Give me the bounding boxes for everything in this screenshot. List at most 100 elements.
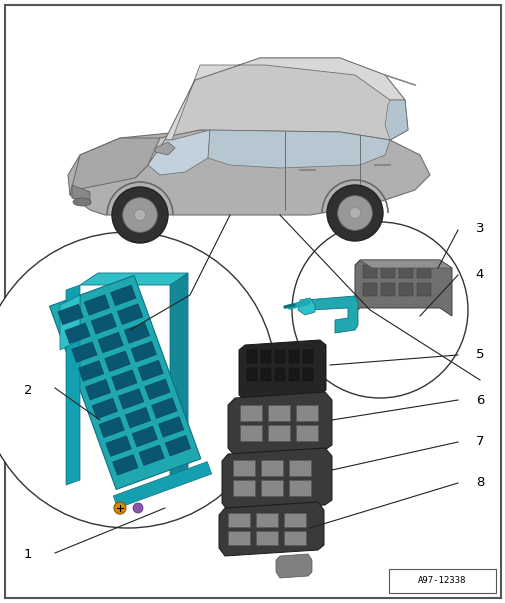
- Bar: [232, 480, 255, 496]
- Bar: [261, 480, 282, 496]
- Polygon shape: [135, 58, 407, 178]
- Polygon shape: [158, 417, 183, 437]
- Polygon shape: [170, 273, 188, 480]
- Bar: [295, 425, 317, 441]
- Polygon shape: [275, 554, 312, 578]
- Bar: [261, 460, 282, 476]
- Polygon shape: [92, 398, 117, 419]
- Polygon shape: [66, 285, 80, 485]
- Bar: [302, 350, 313, 363]
- Polygon shape: [97, 332, 123, 353]
- Bar: [302, 368, 313, 381]
- Bar: [268, 425, 289, 441]
- Bar: [283, 513, 306, 527]
- Polygon shape: [222, 448, 331, 511]
- Polygon shape: [113, 462, 211, 508]
- Circle shape: [133, 503, 143, 513]
- Polygon shape: [112, 370, 137, 391]
- Bar: [416, 283, 430, 296]
- Bar: [380, 283, 394, 296]
- Text: 1: 1: [24, 549, 32, 561]
- Polygon shape: [131, 341, 156, 362]
- Bar: [239, 405, 262, 421]
- Circle shape: [349, 207, 360, 219]
- Bar: [274, 368, 284, 381]
- Polygon shape: [58, 304, 83, 325]
- Polygon shape: [219, 502, 323, 556]
- Polygon shape: [80, 273, 188, 285]
- Polygon shape: [68, 130, 429, 215]
- Circle shape: [112, 187, 168, 243]
- Bar: [288, 368, 298, 381]
- Polygon shape: [355, 260, 451, 316]
- Bar: [246, 350, 257, 363]
- Circle shape: [114, 502, 126, 514]
- Polygon shape: [144, 379, 170, 400]
- Polygon shape: [165, 58, 404, 140]
- Bar: [228, 531, 249, 545]
- Bar: [261, 368, 271, 381]
- Polygon shape: [208, 130, 389, 168]
- Bar: [288, 460, 311, 476]
- Polygon shape: [139, 445, 164, 466]
- Polygon shape: [359, 260, 451, 268]
- Text: 7: 7: [475, 435, 483, 449]
- Polygon shape: [238, 340, 325, 400]
- Polygon shape: [117, 304, 142, 324]
- Bar: [246, 368, 257, 381]
- FancyBboxPatch shape: [388, 569, 495, 593]
- Polygon shape: [118, 388, 143, 409]
- Polygon shape: [84, 295, 110, 315]
- Polygon shape: [132, 426, 157, 447]
- Polygon shape: [99, 417, 124, 438]
- Bar: [288, 350, 298, 363]
- Bar: [228, 513, 249, 527]
- Bar: [239, 425, 262, 441]
- Polygon shape: [125, 408, 150, 428]
- Bar: [274, 350, 284, 363]
- Polygon shape: [297, 298, 315, 315]
- Polygon shape: [60, 295, 80, 350]
- Polygon shape: [138, 360, 163, 381]
- Circle shape: [291, 222, 467, 398]
- Bar: [256, 531, 277, 545]
- Polygon shape: [72, 185, 90, 205]
- Polygon shape: [91, 314, 116, 334]
- Polygon shape: [110, 285, 136, 306]
- Polygon shape: [152, 398, 177, 418]
- Circle shape: [122, 198, 157, 232]
- Bar: [261, 350, 271, 363]
- Bar: [256, 513, 277, 527]
- Polygon shape: [70, 138, 160, 195]
- Text: 8: 8: [475, 476, 483, 490]
- Circle shape: [0, 232, 275, 528]
- Bar: [283, 531, 306, 545]
- Polygon shape: [228, 392, 331, 456]
- Polygon shape: [147, 130, 210, 175]
- Circle shape: [337, 195, 372, 230]
- Bar: [268, 405, 289, 421]
- Text: A97-12338: A97-12338: [417, 576, 465, 586]
- Text: 6: 6: [475, 394, 483, 406]
- Bar: [380, 265, 394, 278]
- Text: 3: 3: [475, 221, 483, 235]
- Bar: [362, 283, 376, 296]
- Polygon shape: [155, 142, 175, 155]
- Ellipse shape: [73, 198, 91, 206]
- Polygon shape: [85, 379, 111, 400]
- Bar: [288, 480, 311, 496]
- Polygon shape: [105, 351, 130, 371]
- Polygon shape: [78, 361, 104, 381]
- Text: 2: 2: [24, 384, 32, 397]
- Bar: [398, 283, 412, 296]
- Polygon shape: [124, 323, 149, 343]
- Bar: [362, 265, 376, 278]
- Polygon shape: [106, 436, 131, 456]
- Text: 4: 4: [475, 268, 483, 282]
- Polygon shape: [384, 100, 407, 140]
- Bar: [398, 265, 412, 278]
- Circle shape: [134, 209, 145, 221]
- Polygon shape: [49, 276, 200, 490]
- Bar: [416, 265, 430, 278]
- Polygon shape: [305, 296, 358, 333]
